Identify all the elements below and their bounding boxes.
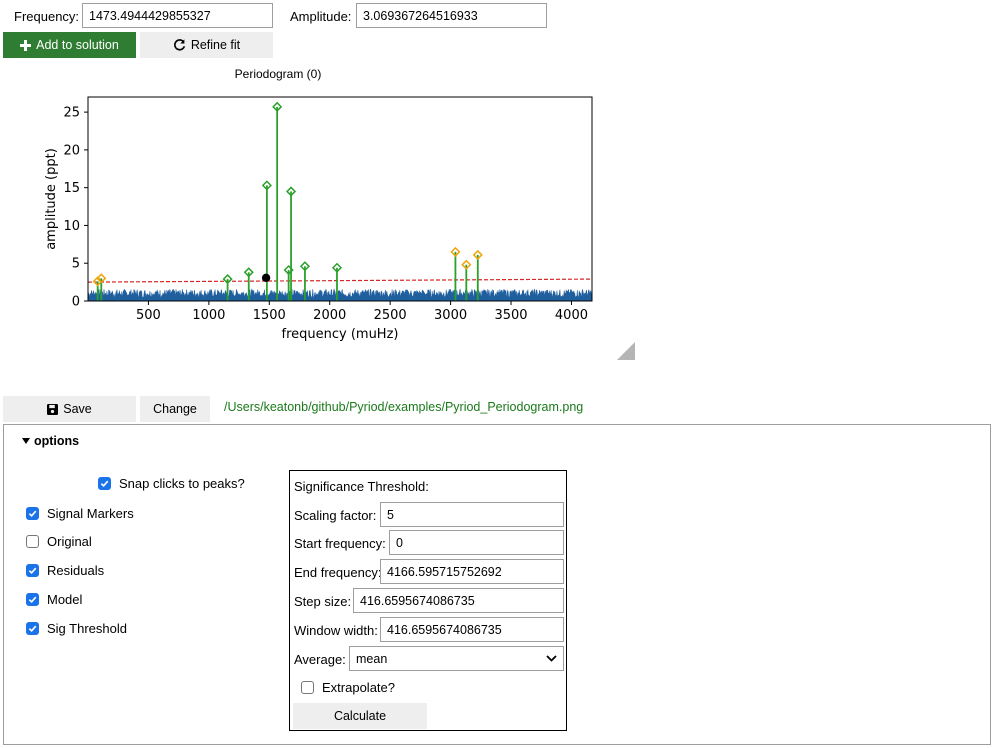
x-tick-label: 500 [136, 308, 161, 323]
x-tick-label: 1500 [253, 308, 286, 323]
refine-fit-button[interactable]: Refine fit [140, 32, 273, 58]
snap-clicks-label: Snap clicks to peaks? [119, 476, 245, 491]
y-tick-label: 20 [63, 143, 80, 158]
end-frequency-input[interactable] [380, 559, 564, 584]
file-path: /Users/keatonb/github/Pyriod/examples/Py… [224, 400, 584, 414]
signal-marker [461, 259, 472, 270]
extrapolate-checkbox[interactable]: Extrapolate? [301, 680, 395, 695]
resize-handle[interactable] [617, 342, 635, 360]
start-frequency-label: Start frequency: [294, 536, 386, 551]
signal-marker [222, 274, 233, 285]
x-axis-label: frequency (muHz) [282, 327, 399, 342]
checkbox-label: Original [47, 534, 92, 549]
significance-threshold-line [87, 278, 593, 283]
x-tick-label: 3000 [434, 308, 467, 323]
signal-marker [472, 249, 483, 260]
step-size-input[interactable] [353, 588, 564, 613]
y-tick-label: 10 [63, 219, 80, 234]
checkbox-checked-icon [26, 622, 39, 635]
checkbox-checked-icon [26, 593, 39, 606]
end-frequency-label: End frequency: [294, 565, 382, 580]
y-tick-label: 15 [63, 181, 80, 196]
signal-marker [331, 262, 343, 273]
residuals-line [87, 288, 593, 302]
checkbox-unchecked-icon [301, 681, 314, 694]
y-axis-label: amplitude (ppt) [44, 148, 59, 250]
x-tick-label: 3500 [494, 308, 527, 323]
start-frequency-input[interactable] [389, 530, 564, 555]
checkbox-label: Residuals [47, 563, 105, 578]
chart-title: Periodogram (0) [235, 67, 322, 81]
add-to-solution-button[interactable]: Add to solution [3, 32, 136, 58]
frequency-input[interactable] [82, 3, 273, 28]
checkbox-checked-icon [26, 507, 39, 520]
snap-clicks-checkbox[interactable]: Snap clicks to peaks? [98, 476, 245, 491]
checkbox-unchecked-icon [26, 535, 39, 548]
amplitude-label: Amplitude: [290, 9, 352, 24]
checkbox-model[interactable]: Model [26, 592, 82, 607]
chevron-down-icon [546, 655, 557, 662]
checkbox-sig-threshold[interactable]: Sig Threshold [26, 621, 127, 636]
save-label: Save [63, 402, 92, 416]
change-label: Change [153, 402, 197, 416]
refine-fit-label: Refine fit [190, 38, 241, 52]
amplitude-input[interactable] [356, 3, 547, 28]
extrapolate-label: Extrapolate? [322, 680, 395, 695]
options-header-label: options [34, 434, 80, 448]
save-button[interactable]: Save [3, 396, 136, 422]
signal-marker [261, 180, 272, 191]
y-tick-label: 25 [63, 106, 80, 121]
caret-down-icon [22, 438, 30, 444]
scaling-factor-label: Scaling factor: [294, 508, 377, 523]
window-width-label: Window width: [294, 623, 378, 638]
scaling-factor-input[interactable] [380, 502, 564, 527]
signal-marker [96, 273, 107, 284]
plot-frame [87, 96, 593, 302]
calculate-label: Calculate [333, 709, 387, 723]
checkbox-checked-icon [98, 477, 111, 490]
significance-title: Significance Threshold: [294, 479, 429, 494]
checkbox-signal-markers[interactable]: Signal Markers [26, 506, 134, 521]
periodogram-plot[interactable]: Periodogram (0) 500 1000 1500 2000 2500 3000 35… [40, 66, 600, 346]
checkbox-label: Model [47, 592, 83, 607]
checkbox-label: Signal Markers [47, 506, 134, 521]
signal-marker [243, 267, 254, 278]
signal-marker [299, 261, 311, 272]
options-header[interactable]: options [22, 434, 79, 448]
frequency-label: Frequency: [14, 9, 80, 24]
signal-marker [92, 276, 103, 287]
plus-icon [20, 39, 32, 51]
x-tick-label: 2000 [313, 308, 346, 323]
change-button[interactable]: Change [140, 396, 210, 422]
add-to-solution-label: Add to solution [36, 38, 119, 52]
y-tick-label: 0 [72, 295, 80, 310]
signal-marker [450, 246, 461, 257]
refresh-icon [173, 38, 185, 50]
calculate-button[interactable]: Calculate [293, 703, 427, 729]
checkbox-label: Sig Threshold [47, 621, 127, 636]
signal-marker [272, 101, 283, 112]
average-select[interactable]: mean [349, 646, 564, 671]
average-label: Average: [294, 652, 346, 667]
x-tick-label: 2500 [374, 308, 407, 323]
checkbox-checked-icon [26, 564, 39, 577]
x-tick-label: 4000 [555, 308, 588, 323]
checkbox-original[interactable]: Original [26, 534, 92, 549]
checkbox-residuals[interactable]: Residuals [26, 563, 104, 578]
selected-point [261, 273, 271, 283]
y-tick-label: 5 [72, 257, 80, 272]
signal-marker [285, 186, 297, 197]
step-size-label: Step size: [294, 594, 352, 609]
average-selected-value: mean [356, 651, 388, 666]
x-tick-label: 1000 [192, 308, 225, 323]
floppy-disk-icon [47, 403, 59, 415]
window-width-input[interactable] [380, 617, 564, 642]
